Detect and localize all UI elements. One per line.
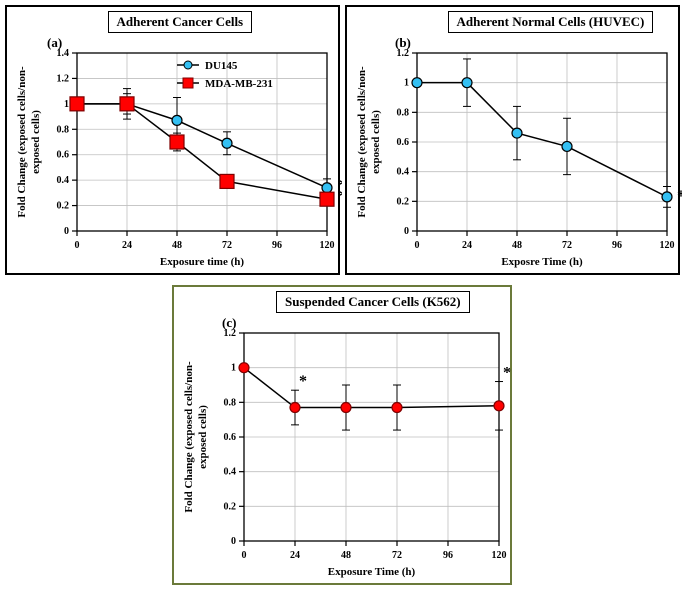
svg-text:0.6: 0.6 bbox=[224, 432, 237, 443]
panel-b-tag: (b) bbox=[395, 35, 411, 51]
series-line-du145 bbox=[77, 104, 327, 188]
panel-a: Adherent Cancer Cells (a) 0 24 48 72 96 120 0 0.2… bbox=[5, 5, 340, 275]
svg-text:0: 0 bbox=[75, 240, 80, 251]
panel-c: Suspended Cancer Cells (K562)(c)02448729… bbox=[172, 285, 512, 585]
svg-text:exposed cells): exposed cells) bbox=[370, 110, 382, 174]
marker-huvec bbox=[412, 78, 422, 88]
svg-text:0.6: 0.6 bbox=[57, 150, 70, 161]
panel-c-xlabel: Exposure Time (h) bbox=[328, 566, 416, 578]
sig-marker: * bbox=[299, 373, 307, 390]
panel-a-title: Adherent Cancer Cells bbox=[108, 11, 253, 33]
panel-c-tag: (c) bbox=[222, 315, 236, 331]
marker-huvec bbox=[462, 78, 472, 88]
svg-text:1: 1 bbox=[231, 363, 236, 374]
legend-label-du145: DU145 bbox=[205, 60, 238, 72]
marker-mda-mb-231 bbox=[320, 192, 334, 206]
marker-huvec bbox=[512, 128, 522, 138]
svg-text:0.2: 0.2 bbox=[224, 501, 237, 512]
panel-a-xlabel: Exposure time (h) bbox=[160, 256, 244, 268]
svg-text:120: 120 bbox=[320, 240, 335, 251]
svg-text:Fold Change (exposed cells/non: Fold Change (exposed cells/non- bbox=[183, 361, 195, 513]
svg-text:0: 0 bbox=[415, 240, 420, 251]
marker-huvec bbox=[562, 141, 572, 151]
panel-a-tag: (a) bbox=[47, 35, 62, 51]
svg-text:0.2: 0.2 bbox=[57, 201, 70, 212]
svg-text:72: 72 bbox=[562, 240, 572, 251]
marker-k562 bbox=[494, 401, 504, 411]
svg-text:0: 0 bbox=[231, 536, 236, 547]
panel-c-chart: 02448729612000.20.40.60.811.2Exposure Ti… bbox=[174, 287, 514, 587]
series-line-mda-mb-231 bbox=[77, 104, 327, 199]
marker-du145 bbox=[172, 115, 182, 125]
marker-mda-mb-231 bbox=[70, 97, 84, 111]
svg-text:exposed cells): exposed cells) bbox=[30, 110, 42, 174]
svg-text:1: 1 bbox=[64, 99, 69, 110]
svg-text:96: 96 bbox=[612, 240, 622, 251]
svg-text:120: 120 bbox=[660, 240, 675, 251]
svg-text:Fold Change (exposed cells/non: Fold Change (exposed cells/non- bbox=[356, 66, 368, 218]
svg-text:0: 0 bbox=[404, 226, 409, 237]
panel-b-ylabel: Fold Change (exposed cells/non-exposed c… bbox=[356, 66, 382, 218]
sig-marker: * bbox=[339, 188, 342, 205]
panel-c-ylabel: Fold Change (exposed cells/non-exposed c… bbox=[183, 361, 209, 513]
svg-text:0.4: 0.4 bbox=[397, 167, 410, 178]
svg-text:0.4: 0.4 bbox=[224, 467, 237, 478]
svg-text:24: 24 bbox=[290, 550, 300, 561]
svg-text:1.2: 1.2 bbox=[57, 73, 70, 84]
marker-mda-mb-231 bbox=[170, 135, 184, 149]
svg-text:24: 24 bbox=[462, 240, 472, 251]
svg-text:0.2: 0.2 bbox=[397, 196, 410, 207]
marker-k562 bbox=[239, 363, 249, 373]
svg-text:0: 0 bbox=[64, 226, 69, 237]
sig-marker: * bbox=[677, 188, 682, 205]
svg-text:0.8: 0.8 bbox=[57, 124, 70, 135]
marker-k562 bbox=[341, 403, 351, 413]
legend-label-mda-mb-231: MDA-MB-231 bbox=[205, 78, 273, 90]
panel-b: Adherent Normal Cells (HUVEC) (b) 0 24 48 72 9… bbox=[345, 5, 680, 275]
svg-text:0.6: 0.6 bbox=[397, 137, 410, 148]
svg-text:1: 1 bbox=[404, 78, 409, 89]
svg-text:0.8: 0.8 bbox=[397, 107, 410, 118]
svg-text:24: 24 bbox=[122, 240, 132, 251]
svg-text:96: 96 bbox=[443, 550, 453, 561]
series-line-huvec bbox=[417, 83, 667, 197]
marker-du145 bbox=[222, 138, 232, 148]
svg-text:0.8: 0.8 bbox=[224, 397, 237, 408]
svg-text:0.4: 0.4 bbox=[57, 175, 70, 186]
marker-mda-mb-231 bbox=[220, 174, 234, 188]
marker-k562 bbox=[290, 403, 300, 413]
svg-text:48: 48 bbox=[172, 240, 182, 251]
svg-text:72: 72 bbox=[222, 240, 232, 251]
panel-b-xlabel: Exposre Time (h) bbox=[501, 256, 583, 268]
series-line-k562 bbox=[244, 368, 499, 408]
marker-du145 bbox=[322, 183, 332, 193]
panel-b-title: Adherent Normal Cells (HUVEC) bbox=[448, 11, 654, 33]
svg-text:72: 72 bbox=[392, 550, 402, 561]
svg-text:Fold Change (exposed cells/non: Fold Change (exposed cells/non- bbox=[16, 66, 28, 218]
svg-text:0: 0 bbox=[242, 550, 247, 561]
marker-mda-mb-231 bbox=[120, 97, 134, 111]
sig-marker: * bbox=[503, 365, 511, 382]
svg-text:96: 96 bbox=[272, 240, 282, 251]
marker-huvec bbox=[662, 192, 672, 202]
svg-text:48: 48 bbox=[512, 240, 522, 251]
marker-k562 bbox=[392, 403, 402, 413]
svg-text:120: 120 bbox=[492, 550, 507, 561]
svg-text:48: 48 bbox=[341, 550, 351, 561]
svg-text:exposed cells): exposed cells) bbox=[197, 405, 209, 469]
panel-c-title: Suspended Cancer Cells (K562) bbox=[276, 291, 470, 313]
panel-a-ylabel: Fold Change (exposed cells/non-exposed c… bbox=[16, 66, 42, 218]
